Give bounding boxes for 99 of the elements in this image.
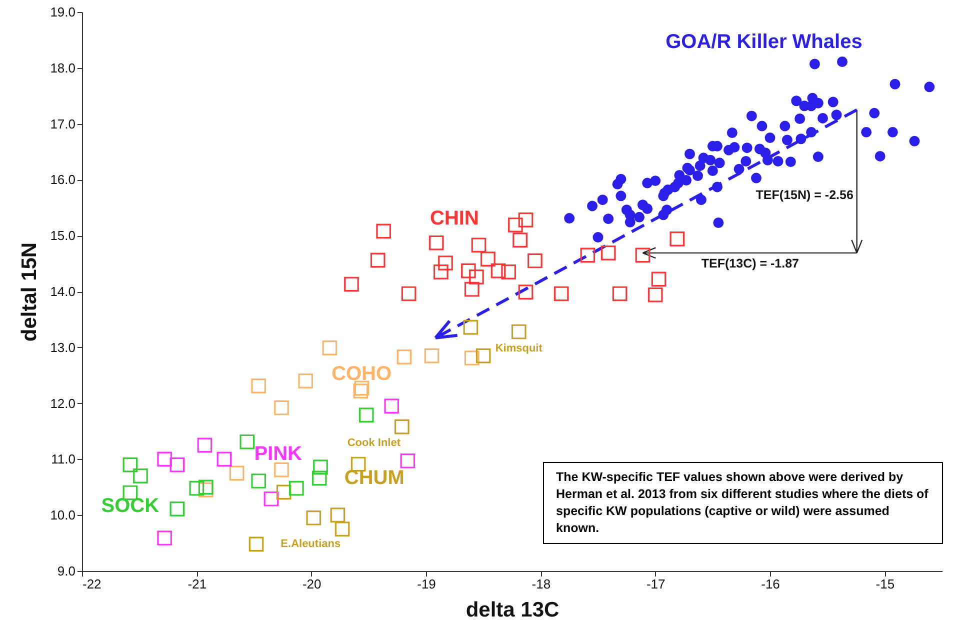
- point: [189, 480, 204, 496]
- point: [401, 286, 416, 302]
- point: [528, 253, 542, 268]
- point: [471, 238, 486, 253]
- y-tick-label: 13.0: [50, 340, 76, 355]
- x-tick-label: -16: [761, 576, 780, 592]
- point: [157, 530, 172, 546]
- point: [580, 248, 596, 263]
- point: [354, 380, 370, 396]
- x-axis-title: delta 13C: [466, 598, 560, 622]
- series-label: COHO: [332, 363, 392, 386]
- point: [248, 536, 264, 552]
- point: [264, 491, 279, 506]
- point: [276, 484, 292, 500]
- point: [334, 522, 350, 536]
- point: [384, 398, 400, 414]
- point: [274, 462, 289, 478]
- point: [370, 252, 386, 268]
- point: [289, 480, 304, 496]
- y-tick-label: 10.0: [50, 508, 76, 523]
- point: [122, 457, 138, 472]
- point: [251, 474, 266, 488]
- point: [464, 350, 480, 366]
- point: [635, 248, 650, 263]
- annotation: E.Aleutians: [280, 538, 341, 550]
- annotation: TEF(15N) = -2.56: [756, 188, 854, 202]
- point: [428, 235, 444, 250]
- point: [344, 276, 359, 292]
- x-tick-label: -21: [188, 576, 207, 592]
- point: [157, 452, 172, 467]
- point: [512, 232, 528, 248]
- point: [313, 460, 328, 474]
- point: [600, 246, 616, 260]
- y-tick-label: 11.0: [51, 452, 76, 467]
- point: [170, 457, 185, 472]
- series-label: SOCK: [101, 495, 160, 518]
- point: [554, 286, 569, 302]
- y-tick-label: 16.0: [50, 172, 76, 188]
- x-tick-label: -18: [532, 576, 551, 592]
- point: [197, 438, 212, 453]
- point: [424, 348, 440, 364]
- point: [322, 340, 338, 356]
- y-tick-label: 14.0: [50, 284, 76, 299]
- note-box: The KW-specific TEF values shown above were derived by Herman et al. 2013 from six different studies where the diets of specific KW populations (captive or wild) were assumed known.: [543, 462, 943, 544]
- point: [330, 508, 346, 523]
- point: [651, 272, 666, 287]
- point: [464, 282, 480, 297]
- point: [198, 480, 214, 495]
- point: [240, 434, 255, 450]
- point: [648, 287, 663, 302]
- point: [216, 452, 232, 467]
- x-tick-label: -22: [82, 576, 102, 592]
- point: [312, 470, 327, 486]
- point: [274, 400, 289, 416]
- series-label: GOA/R Killer Whales: [666, 31, 862, 54]
- point: [490, 263, 506, 278]
- y-tick-label: 15.0: [50, 228, 76, 244]
- point: [469, 270, 484, 284]
- point: [518, 212, 534, 228]
- annotation: Cook Inlet: [347, 436, 401, 449]
- series-label: PINK: [254, 443, 303, 466]
- point: [358, 408, 374, 422]
- annotation: Kimsquit: [495, 342, 543, 355]
- point: [353, 384, 368, 398]
- point: [438, 256, 453, 270]
- annotation: TEF(13C) = -1.87: [701, 256, 800, 270]
- point: [518, 284, 534, 300]
- point: [476, 348, 491, 364]
- point: [612, 286, 628, 302]
- point: [400, 453, 416, 468]
- point: [376, 224, 391, 239]
- point: [298, 374, 314, 388]
- point: [508, 218, 523, 232]
- point: [396, 349, 412, 364]
- point: [511, 324, 526, 340]
- y-tick-label: 18.0: [50, 60, 76, 76]
- point: [433, 264, 448, 280]
- point: [251, 378, 266, 394]
- point: [461, 263, 476, 278]
- point: [670, 232, 685, 246]
- x-tick-label: -20: [302, 576, 322, 592]
- y-tick-label: 17.0: [50, 116, 76, 132]
- series-label: CHIN: [430, 207, 479, 230]
- point: [463, 320, 478, 335]
- x-tick-label: -19: [417, 576, 436, 592]
- y-axis-title: deltal 15N: [18, 242, 42, 342]
- x-tick-label: -17: [646, 576, 666, 592]
- point: [133, 468, 148, 484]
- point: [229, 466, 244, 481]
- point: [306, 510, 322, 526]
- point: [501, 264, 516, 280]
- y-tick-label: 9.0: [57, 564, 76, 578]
- x-tick-label: -15: [876, 576, 895, 592]
- point: [394, 419, 410, 434]
- y-tick-label: 12.0: [50, 396, 76, 411]
- y-tick-label: 19.0: [50, 4, 76, 20]
- point: [480, 252, 496, 266]
- series-label: CHUM: [344, 467, 404, 490]
- point: [170, 502, 185, 516]
